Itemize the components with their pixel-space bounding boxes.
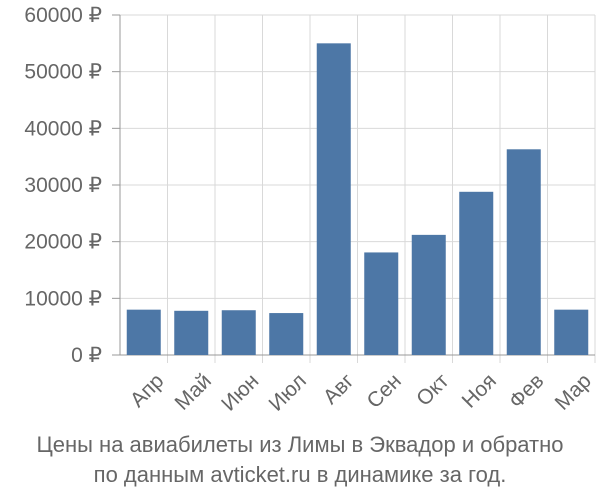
y-tick-label: 0 ₽: [71, 344, 102, 367]
grid-layer: [112, 14, 596, 363]
bar-2: [221, 310, 256, 355]
y-tick-label: 50000 ₽: [24, 61, 102, 84]
bar-0: [126, 309, 161, 355]
y-tick-label: 40000 ₽: [24, 117, 102, 140]
x-tick-label: Авг: [319, 369, 359, 409]
y-axis-ticks: 0 ₽ 10000 ₽ 20000 ₽ 30000 ₽ 40000 ₽ 50000 ₽ 60…: [24, 4, 102, 367]
chart-caption: Цены на авиабилеты из Лимы в Эквадор и о…: [0, 430, 600, 490]
x-tick-label: Ноя: [458, 369, 501, 412]
bar-8: [506, 149, 541, 355]
x-tick-label: Апр: [126, 369, 168, 411]
y-tick-label: 30000 ₽: [24, 174, 102, 197]
chart-caption-line-2: по данным avticket.ru в динамике за год.: [93, 462, 507, 487]
y-tick-label: 60000 ₽: [24, 4, 102, 27]
x-tick-label: Сен: [362, 369, 405, 412]
bar-3: [269, 313, 304, 355]
bar-chart: 0 ₽ 10000 ₽ 20000 ₽ 30000 ₽ 40000 ₽ 50000 ₽ 60…: [24, 4, 596, 416]
bar-1: [174, 310, 209, 355]
bar-5: [364, 252, 399, 355]
bars-layer: [126, 43, 589, 355]
bar-9: [554, 309, 589, 355]
x-tick-label: Фев: [505, 369, 549, 413]
bar-4: [316, 43, 351, 355]
x-tick-label: Окт: [412, 369, 454, 411]
x-tick-label: Июн: [217, 369, 263, 415]
chart-caption-line-1: Цены на авиабилеты из Лимы в Эквадор и о…: [36, 432, 564, 457]
y-tick-label: 20000 ₽: [24, 231, 102, 254]
y-tick-label: 10000 ₽: [24, 287, 102, 310]
x-tick-label: Июл: [265, 369, 311, 415]
x-tick-label: Май: [171, 369, 216, 414]
x-axis-ticks: Апр Май Июн Июл Авг Сен Окт Ноя Фев Мар: [126, 369, 596, 416]
x-tick-label: Мар: [551, 369, 596, 414]
bar-6: [411, 234, 446, 355]
bar-7: [459, 191, 494, 355]
